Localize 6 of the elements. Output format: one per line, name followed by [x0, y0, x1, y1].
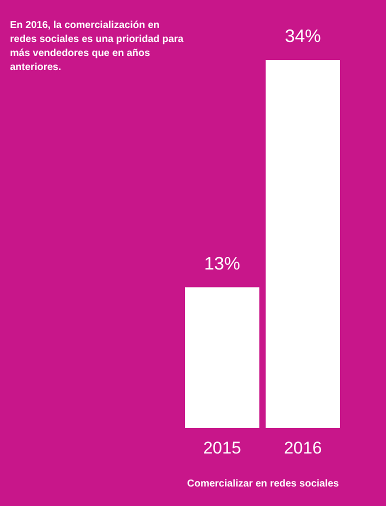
x-axis-title: Comercializar en redes sociales [187, 478, 340, 490]
data-label: 13% [204, 253, 240, 274]
data-label: 34% [284, 26, 321, 46]
x-tick-label: 2015 [203, 438, 242, 458]
text: En 2016, la comercialización en redes sociales es una prioridad para más vendedores que en años anteriores. [10, 20, 184, 73]
x-tick-label: 2016 [284, 438, 322, 458]
